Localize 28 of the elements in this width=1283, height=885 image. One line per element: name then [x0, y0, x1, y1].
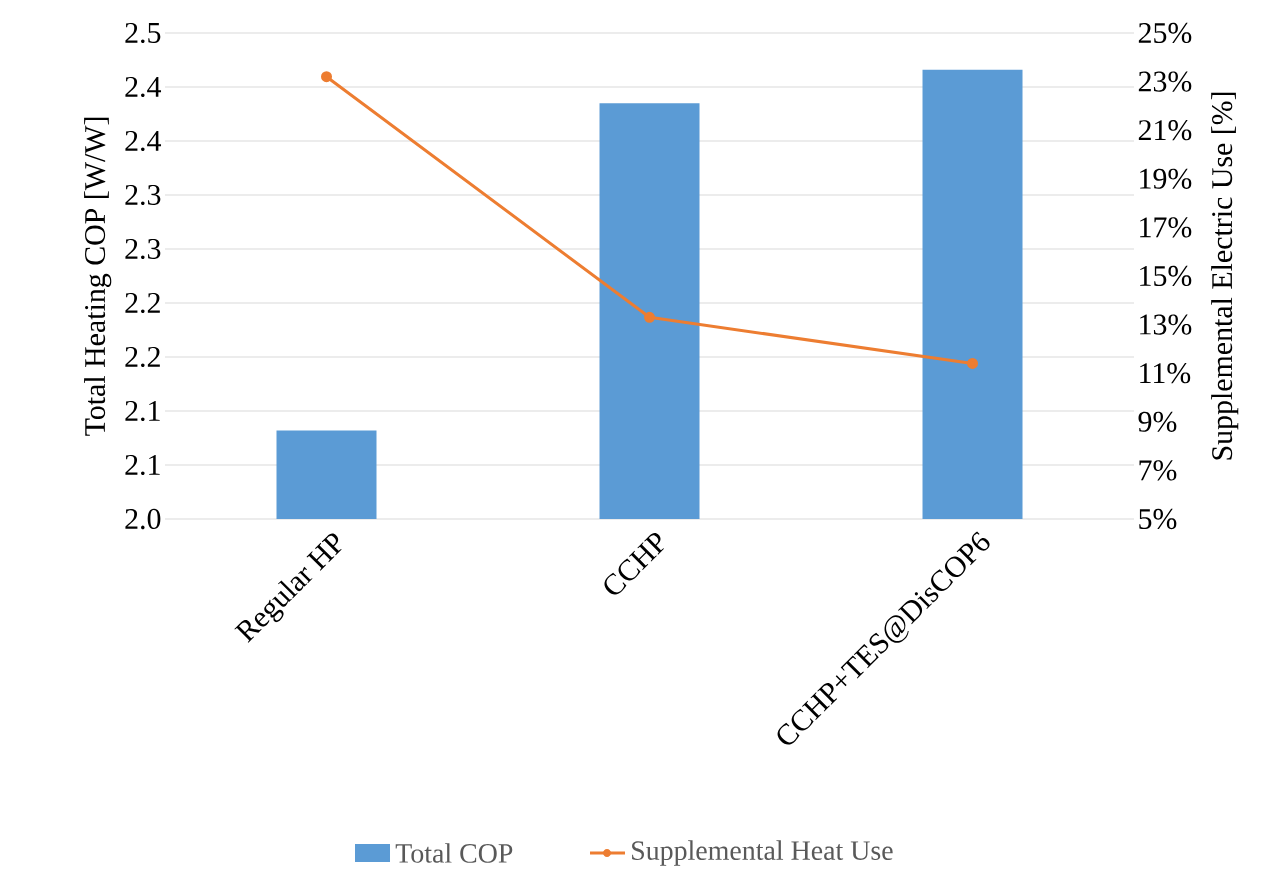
y-tick-label: 2.2 [125, 292, 160, 314]
legend-label: Supplemental Heat Use [632, 840, 893, 866]
point [644, 311, 656, 323]
y2-axis-title: Supplemental Electric Use [%] [1211, 92, 1239, 460]
y-tick-label: 2.5 [125, 22, 161, 44]
y2-tick-label: 13% [1140, 314, 1192, 335]
y-tick-label: 2.2 [125, 346, 160, 368]
y2-tick-label: 17% [1140, 217, 1192, 238]
y-axis-title: Total Heating COP [W/W] [84, 117, 112, 436]
point [321, 71, 333, 83]
y2-tick-label: 11% [1140, 363, 1191, 384]
y-tick-label: 2.4 [125, 130, 162, 152]
y2-tick-label: 7% [1139, 460, 1177, 481]
y2-tick-label: 21% [1138, 120, 1192, 141]
y2-tick-label: 15% [1140, 265, 1192, 287]
point [967, 357, 979, 369]
legend-label: Total COP [395, 843, 513, 863]
y-tick-label: 2.4 [125, 76, 162, 98]
y-tick-label: 2.3 [125, 184, 161, 206]
y2-tick-label: 25% [1138, 22, 1192, 44]
y-tick-label: 2.1 [125, 400, 160, 422]
y2-tick-label: 19% [1140, 168, 1192, 189]
y-tick-label: 2.3 [125, 238, 161, 260]
y-tick-label: 2.0 [125, 508, 161, 530]
y-tick-label: 2.1 [125, 454, 160, 476]
y2-tick-label: 9% [1138, 411, 1177, 432]
y2-tick-label: 5% [1139, 508, 1177, 530]
y2-tick-label: 23% [1138, 71, 1192, 92]
